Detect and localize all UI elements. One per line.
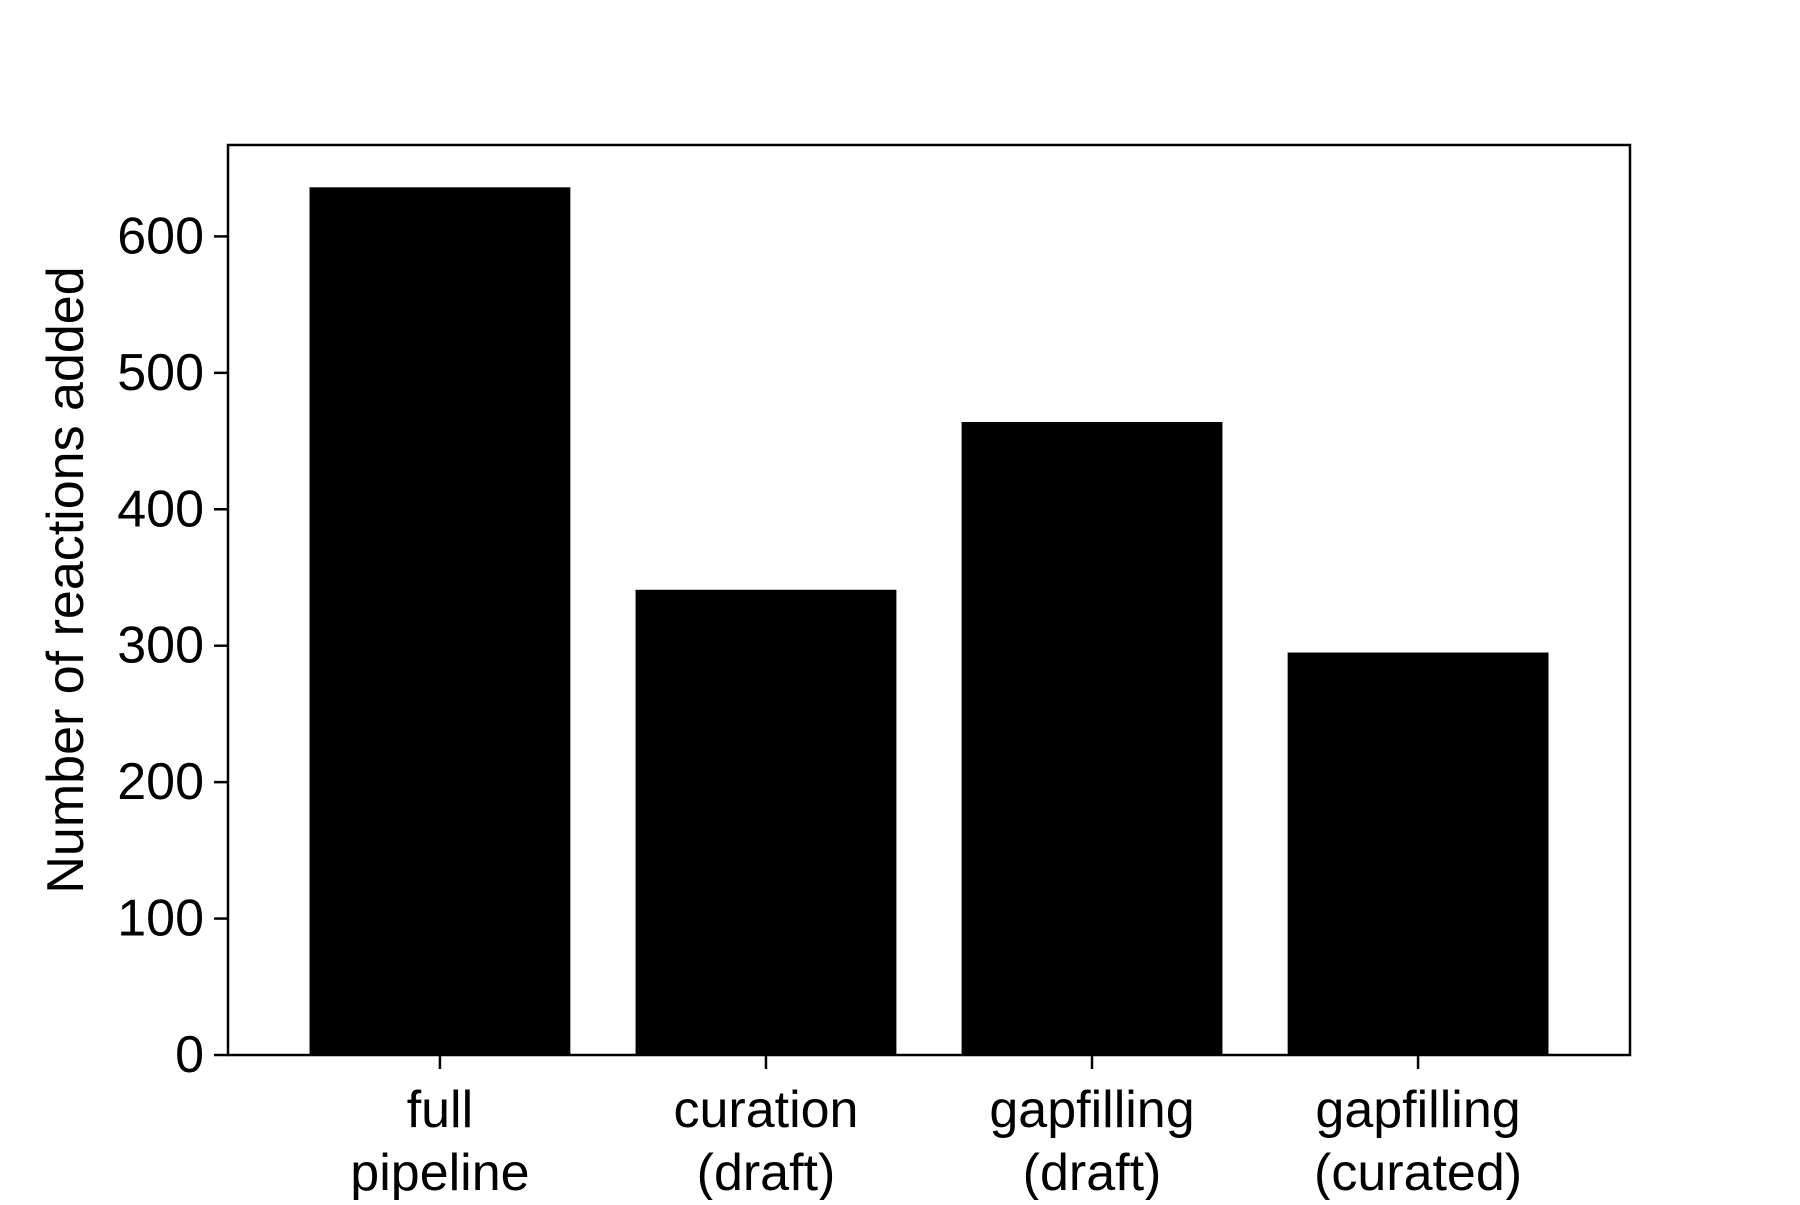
y-tick-label: 100 (117, 890, 204, 948)
y-axis: 0 100 200 300 400 500 600 (117, 207, 228, 1084)
y-tick-label: 600 (117, 207, 204, 265)
y-tick-label: 300 (117, 617, 204, 675)
x-tick-label: full pipeline (350, 1081, 529, 1200)
x-axis: full pipeline curation (draft) gapfilling (dr… (350, 1055, 1522, 1202)
y-tick-label: 0 (175, 1026, 204, 1084)
y-tick-label: 500 (117, 344, 204, 402)
bars-layer (309, 187, 1549, 1056)
y-tick-label: 200 (117, 753, 204, 811)
y-tick-label: 400 (117, 480, 204, 538)
bar-2 (635, 589, 897, 1055)
bar-3 (961, 421, 1223, 1055)
y-axis-label: Number of reactions added (37, 266, 95, 893)
bar-1 (309, 187, 571, 1056)
plot-frame (226, 143, 1632, 1057)
x-tick-label: gapfilling (draft) (989, 1081, 1194, 1200)
bar-4 (1287, 652, 1549, 1055)
x-tick-label: curation (draft) (673, 1081, 858, 1200)
x-tick-label: gapfilling (curated) (1314, 1081, 1522, 1200)
